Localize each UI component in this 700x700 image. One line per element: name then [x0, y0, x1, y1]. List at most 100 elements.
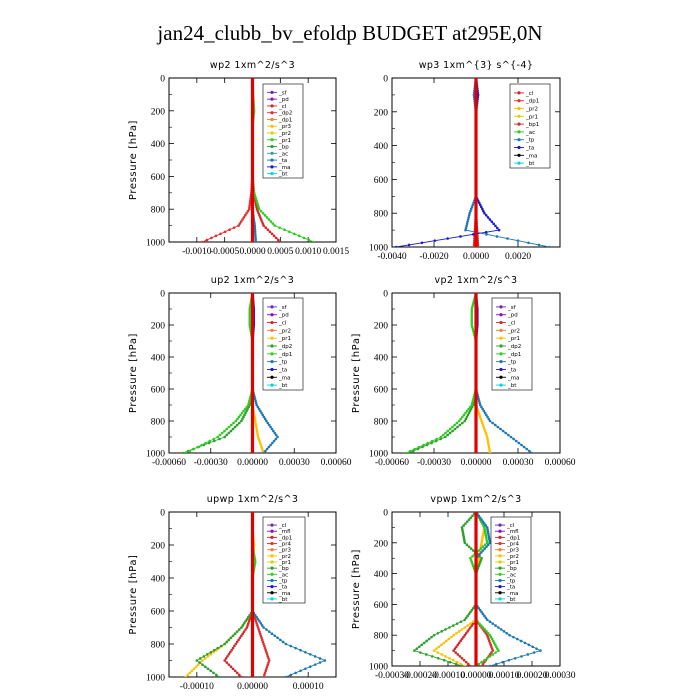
data-point: [248, 311, 252, 315]
series-line-dp2: [408, 293, 477, 453]
data-point: [263, 671, 267, 675]
legend-marker: [270, 111, 274, 115]
data-point: [496, 425, 500, 429]
series-markers-dp2: [201, 78, 254, 242]
data-point: [261, 222, 265, 225]
data-point: [245, 405, 249, 409]
y-tick-label: 800: [151, 641, 166, 651]
legend-label: _pr1: [278, 336, 291, 342]
data-point: [488, 451, 492, 453]
data-point: [260, 445, 263, 449]
data-point: [237, 224, 240, 227]
legend-label: _dp1: [525, 99, 539, 105]
data-point: [478, 415, 482, 419]
legend-marker: [499, 336, 503, 340]
data-point: [258, 632, 262, 635]
data-point: [272, 429, 275, 433]
data-point: [228, 228, 231, 231]
data-point: [270, 427, 274, 431]
data-point: [289, 644, 293, 648]
data-point: [407, 243, 411, 247]
data-point: [512, 437, 515, 441]
data-point: [259, 209, 263, 213]
data-point: [229, 429, 233, 433]
legend-label: _tp: [525, 138, 535, 144]
data-point: [468, 405, 472, 409]
data-point: [506, 237, 509, 240]
x-tick-label: 0.00060: [545, 458, 576, 468]
data-point: [270, 632, 274, 635]
data-point: [188, 671, 192, 675]
data-point: [493, 423, 497, 427]
data-point: [469, 407, 473, 411]
y-tick-label: 1000: [369, 450, 388, 460]
legend-marker: [499, 352, 503, 356]
data-point: [465, 222, 469, 226]
data-point: [483, 429, 487, 433]
data-point: [248, 205, 251, 209]
data-point: [212, 671, 215, 675]
y-tick-label: 800: [151, 206, 166, 216]
data-point: [241, 417, 244, 421]
data-point: [487, 445, 491, 449]
data-point: [256, 405, 260, 409]
data-point: [256, 431, 259, 435]
data-point: [467, 411, 471, 415]
legend-marker: [270, 172, 274, 176]
data-point: [267, 218, 271, 221]
series-markers-dp2: [407, 293, 478, 453]
legend-marker: [499, 360, 503, 364]
data-point: [486, 439, 490, 443]
data-point: [478, 403, 482, 407]
data-point: [404, 451, 408, 453]
data-point: [267, 630, 271, 633]
data-point: [205, 653, 209, 656]
data-point: [470, 315, 474, 319]
data-point: [468, 409, 472, 413]
data-point: [492, 222, 495, 226]
data-point: [304, 650, 307, 654]
data-point: [253, 397, 257, 401]
x-tick-label: 0.00000: [461, 458, 492, 468]
x-tick-label: -0.0040: [377, 252, 407, 262]
data-point: [276, 636, 279, 640]
x-tick-label: -0.00060: [152, 458, 186, 468]
data-point: [199, 657, 202, 660]
series-line-bp: [196, 512, 253, 677]
data-point: [248, 399, 251, 403]
data-point: [253, 226, 257, 229]
data-point: [235, 423, 239, 427]
legend-marker: [517, 122, 521, 126]
data-point: [318, 657, 322, 660]
data-point: [253, 193, 257, 197]
legend-label: _pr1: [507, 336, 520, 342]
data-point: [261, 413, 265, 417]
y-tick-label: 0: [160, 509, 165, 519]
legend-label: _ac: [278, 151, 288, 157]
data-point: [248, 317, 252, 321]
legend-label: _tp: [507, 360, 517, 366]
data-point: [486, 441, 490, 445]
data-point: [255, 429, 259, 433]
data-point: [262, 415, 266, 419]
data-point: [260, 624, 264, 627]
data-point: [479, 205, 483, 209]
data-point: [260, 638, 264, 642]
x-tick-label: 0.0000: [463, 252, 489, 262]
data-point: [276, 238, 280, 242]
data-point: [237, 673, 241, 677]
data-point: [244, 411, 247, 415]
figure-title: jan24_clubb_bv_efoldp BUDGET at295E,0N: [156, 21, 542, 45]
data-point: [439, 435, 443, 439]
data-point: [186, 673, 190, 677]
data-point: [255, 403, 258, 407]
legend-box: [262, 297, 304, 391]
data-point: [471, 303, 475, 307]
data-point: [258, 441, 262, 445]
data-point: [458, 423, 462, 427]
legend-label: _pr1: [278, 138, 291, 144]
y-tick-label: 600: [151, 608, 166, 618]
